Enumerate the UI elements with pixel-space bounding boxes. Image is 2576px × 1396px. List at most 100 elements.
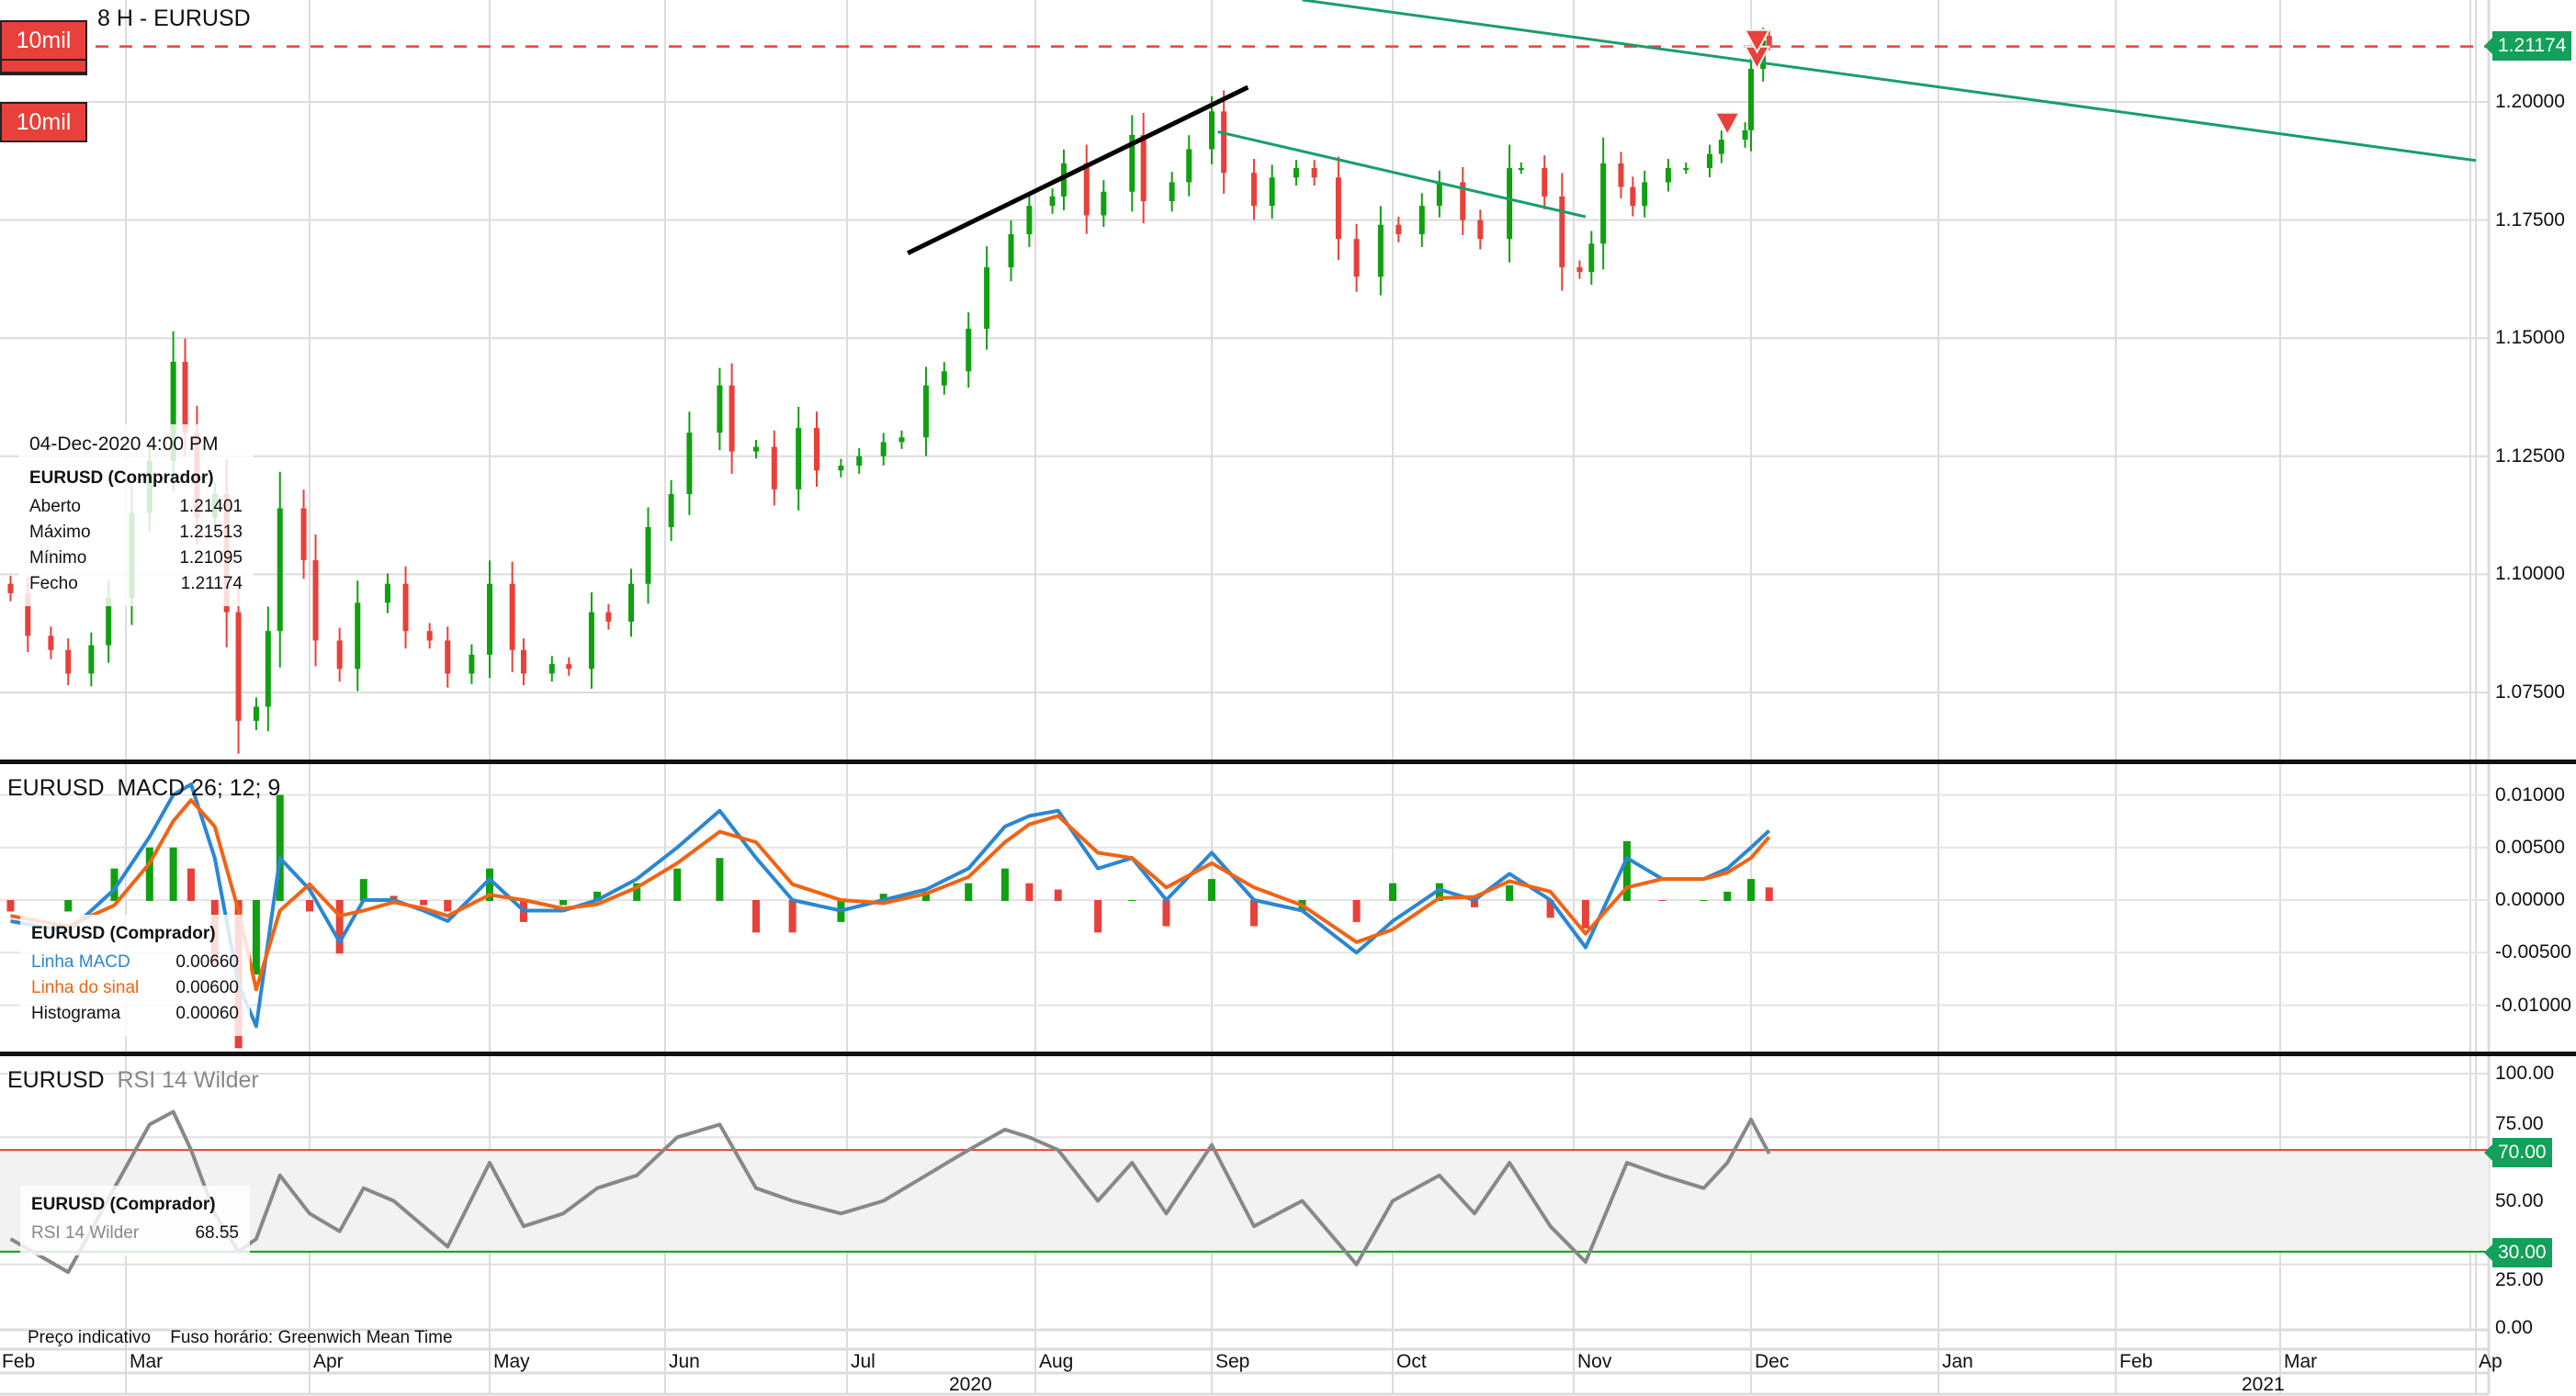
candle-body: [922, 385, 929, 438]
candle-body: [1460, 182, 1466, 220]
price-axis-label: 1.17500: [2495, 208, 2565, 231]
buy-quantity-button[interactable]: 10mil: [0, 102, 87, 142]
candle-body: [106, 598, 112, 646]
candle-body: [1600, 163, 1607, 244]
month-label: Nov: [1577, 1351, 1612, 1372]
candle-body: [1683, 168, 1689, 171]
rsi-params: RSI 14 Wilder: [117, 1067, 259, 1093]
candle-body: [88, 645, 95, 674]
candle-body: [1129, 135, 1135, 192]
candle-body: [686, 433, 693, 494]
candle-body: [717, 385, 723, 433]
month-label: Jun: [669, 1351, 700, 1372]
rsi-title: EURUSD RSI 14 Wilder: [7, 1067, 259, 1094]
sell-marker-icon: [1713, 111, 1741, 137]
candle-body: [1436, 182, 1442, 207]
candle-body: [966, 328, 972, 372]
macd-histogram-bar: [1389, 883, 1396, 901]
candle-body: [1542, 168, 1548, 197]
year-label: 2021: [2242, 1374, 2285, 1395]
value: 1.21513: [179, 523, 243, 542]
candle-body: [487, 583, 492, 655]
month-label: Aug: [1039, 1351, 1074, 1372]
candle-body: [469, 654, 475, 674]
candle-body: [645, 526, 651, 584]
macd-axis-label: -0.00500: [2495, 941, 2571, 963]
macd-histogram-bar: [252, 900, 260, 975]
label: Fecho: [29, 574, 78, 593]
candle-body: [753, 446, 759, 452]
candle-body: [1665, 168, 1671, 183]
macd-line: [10, 782, 1771, 1029]
candle-body: [1060, 163, 1067, 197]
tooltip-row-open: Aberto 1.21401: [29, 494, 243, 520]
macd-histogram-bar: [110, 868, 119, 901]
candle-body: [1221, 111, 1227, 174]
candle-body: [1209, 111, 1215, 150]
month-label: Mar: [130, 1351, 164, 1372]
pane-divider-rsi[interactable]: [0, 1052, 2576, 1056]
candle-body: [277, 508, 283, 632]
current-price-tag: 1.21174: [2483, 31, 2572, 61]
sell-quantity-button[interactable]: 10mil: [0, 20, 87, 61]
candle-body: [402, 583, 409, 632]
candle-body: [170, 361, 176, 461]
candle-body: [1311, 168, 1317, 178]
macd-histogram-bar: [716, 858, 724, 901]
rsi-upper-level-tag: 70.00: [2484, 1138, 2552, 1167]
candle-body: [1518, 168, 1524, 171]
rsi-axis-label: 50.00: [2495, 1189, 2544, 1211]
macd-axis-label: 0.01000: [2495, 783, 2565, 805]
candle-body: [25, 592, 31, 636]
tooltip-instrument: EURUSD (Comprador): [29, 468, 214, 488]
month-label: Mar: [2284, 1351, 2318, 1372]
macd-histogram-bar: [1094, 900, 1102, 933]
value: 1.21095: [179, 548, 243, 568]
macd-title: EURUSD MACD 26; 12; 9: [7, 775, 280, 802]
candle-body: [1477, 220, 1484, 240]
macd-histogram-bar: [788, 900, 797, 933]
candle-body: [729, 385, 735, 452]
candle-body: [1766, 35, 1772, 47]
macd-histogram-bar: [1162, 900, 1170, 927]
candle-body: [1576, 267, 1583, 273]
macd-histogram-bar: [444, 900, 452, 912]
candle-body: [1186, 149, 1192, 183]
macd-histogram-bar: [1700, 900, 1708, 901]
candle-body: [1742, 129, 1748, 141]
macd-histogram-bar: [1581, 900, 1589, 929]
macd-histogram-bar: [1546, 900, 1554, 918]
rsi-axis-label: 0.00: [2495, 1317, 2533, 1338]
macd-histogram-bar: [1352, 900, 1361, 922]
label: Mínimo: [29, 548, 87, 568]
month-label: Dec: [1755, 1351, 1790, 1372]
timezone-note: Fuso horário: Greenwich Mean Time: [170, 1328, 453, 1347]
candle-body: [509, 583, 515, 650]
macd-histogram-bar: [559, 900, 568, 906]
candle-body: [1588, 243, 1595, 273]
candle-body: [48, 636, 54, 650]
candle-body: [984, 267, 990, 329]
macd-histogram-bar: [169, 847, 177, 901]
tooltip-row-histogram: Histograma 0.00060: [31, 1001, 239, 1027]
macd-histogram-bar: [1249, 900, 1258, 927]
pane-divider-macd[interactable]: [0, 760, 2576, 764]
price-axis-label: 1.07500: [2495, 681, 2565, 703]
label: Aberto: [29, 497, 81, 516]
macd-histogram-bar: [359, 879, 367, 901]
candle-body: [1642, 182, 1648, 207]
macd-histogram-bar: [1765, 887, 1773, 901]
tooltip-row-rsi: RSI 14 Wilder 68.55: [31, 1221, 239, 1246]
rsi-axis-label: 25.00: [2495, 1269, 2544, 1290]
candle-body: [1630, 186, 1636, 207]
rsi-axis-label: 100.00: [2495, 1063, 2555, 1084]
candle-body: [253, 706, 259, 721]
tooltip-instrument: EURUSD (Comprador): [31, 1195, 216, 1214]
rsi-lower-level-tag: 30.00: [2484, 1238, 2552, 1267]
macd-tooltip: EURUSD (Comprador) Linha MACD 0.00660 Lin…: [20, 915, 250, 1036]
indicative-price-note: Preço indicativo: [28, 1328, 152, 1347]
candle-body: [1269, 177, 1275, 207]
candle-body: [1395, 224, 1402, 235]
macd-histogram-bar: [1000, 868, 1009, 901]
